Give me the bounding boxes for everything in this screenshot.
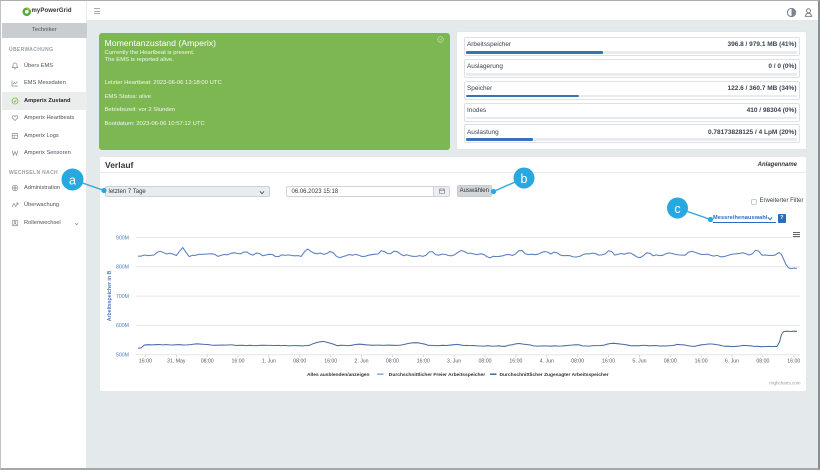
svg-text:6. Jun: 6. Jun	[725, 359, 739, 365]
svg-text:800M: 800M	[116, 265, 129, 271]
svg-text:Highcharts.com: Highcharts.com	[769, 381, 801, 386]
svg-text:08:00: 08:00	[479, 359, 492, 365]
svg-text:a: a	[69, 174, 76, 188]
svg-text:4. Jun: 4. Jun	[540, 359, 554, 365]
svg-text:Durchschnittlicher Freier Arbe: Durchschnittlicher Freier Arbeitsspeiche…	[389, 372, 485, 378]
svg-text:Alles ausblenden/anzeigen: Alles ausblenden/anzeigen	[307, 372, 370, 378]
svg-text:500M: 500M	[116, 353, 129, 359]
svg-text:900M: 900M	[116, 235, 129, 241]
svg-text:16:00: 16:00	[695, 359, 708, 365]
svg-text:600M: 600M	[116, 323, 129, 329]
svg-text:700M: 700M	[116, 294, 129, 300]
svg-text:08:00: 08:00	[756, 359, 769, 365]
svg-text:Arbeitsspeicher in B: Arbeitsspeicher in B	[107, 271, 113, 322]
svg-text:16:00: 16:00	[139, 359, 152, 365]
svg-text:08:00: 08:00	[293, 359, 306, 365]
svg-text:c: c	[674, 202, 680, 216]
svg-text:3. Jun: 3. Jun	[447, 359, 461, 365]
svg-text:08:00: 08:00	[201, 359, 214, 365]
svg-text:Durchschnittlicher Zugesagter: Durchschnittlicher Zugesagter Arbeitsspe…	[500, 372, 609, 378]
svg-text:08:00: 08:00	[664, 359, 677, 365]
svg-text:16:00: 16:00	[324, 359, 337, 365]
svg-text:16:00: 16:00	[602, 359, 615, 365]
svg-text:16:00: 16:00	[232, 359, 245, 365]
svg-text:08:00: 08:00	[571, 359, 584, 365]
svg-text:08:00: 08:00	[386, 359, 399, 365]
svg-text:31. May: 31. May	[167, 359, 186, 365]
svg-text:16:00: 16:00	[787, 359, 800, 365]
svg-text:b: b	[521, 172, 528, 186]
svg-text:1. Jun: 1. Jun	[262, 359, 276, 365]
svg-text:5. Jun: 5. Jun	[632, 359, 646, 365]
svg-text:16:00: 16:00	[509, 359, 522, 365]
svg-text:16:00: 16:00	[417, 359, 430, 365]
svg-text:2. Jun: 2. Jun	[354, 359, 368, 365]
